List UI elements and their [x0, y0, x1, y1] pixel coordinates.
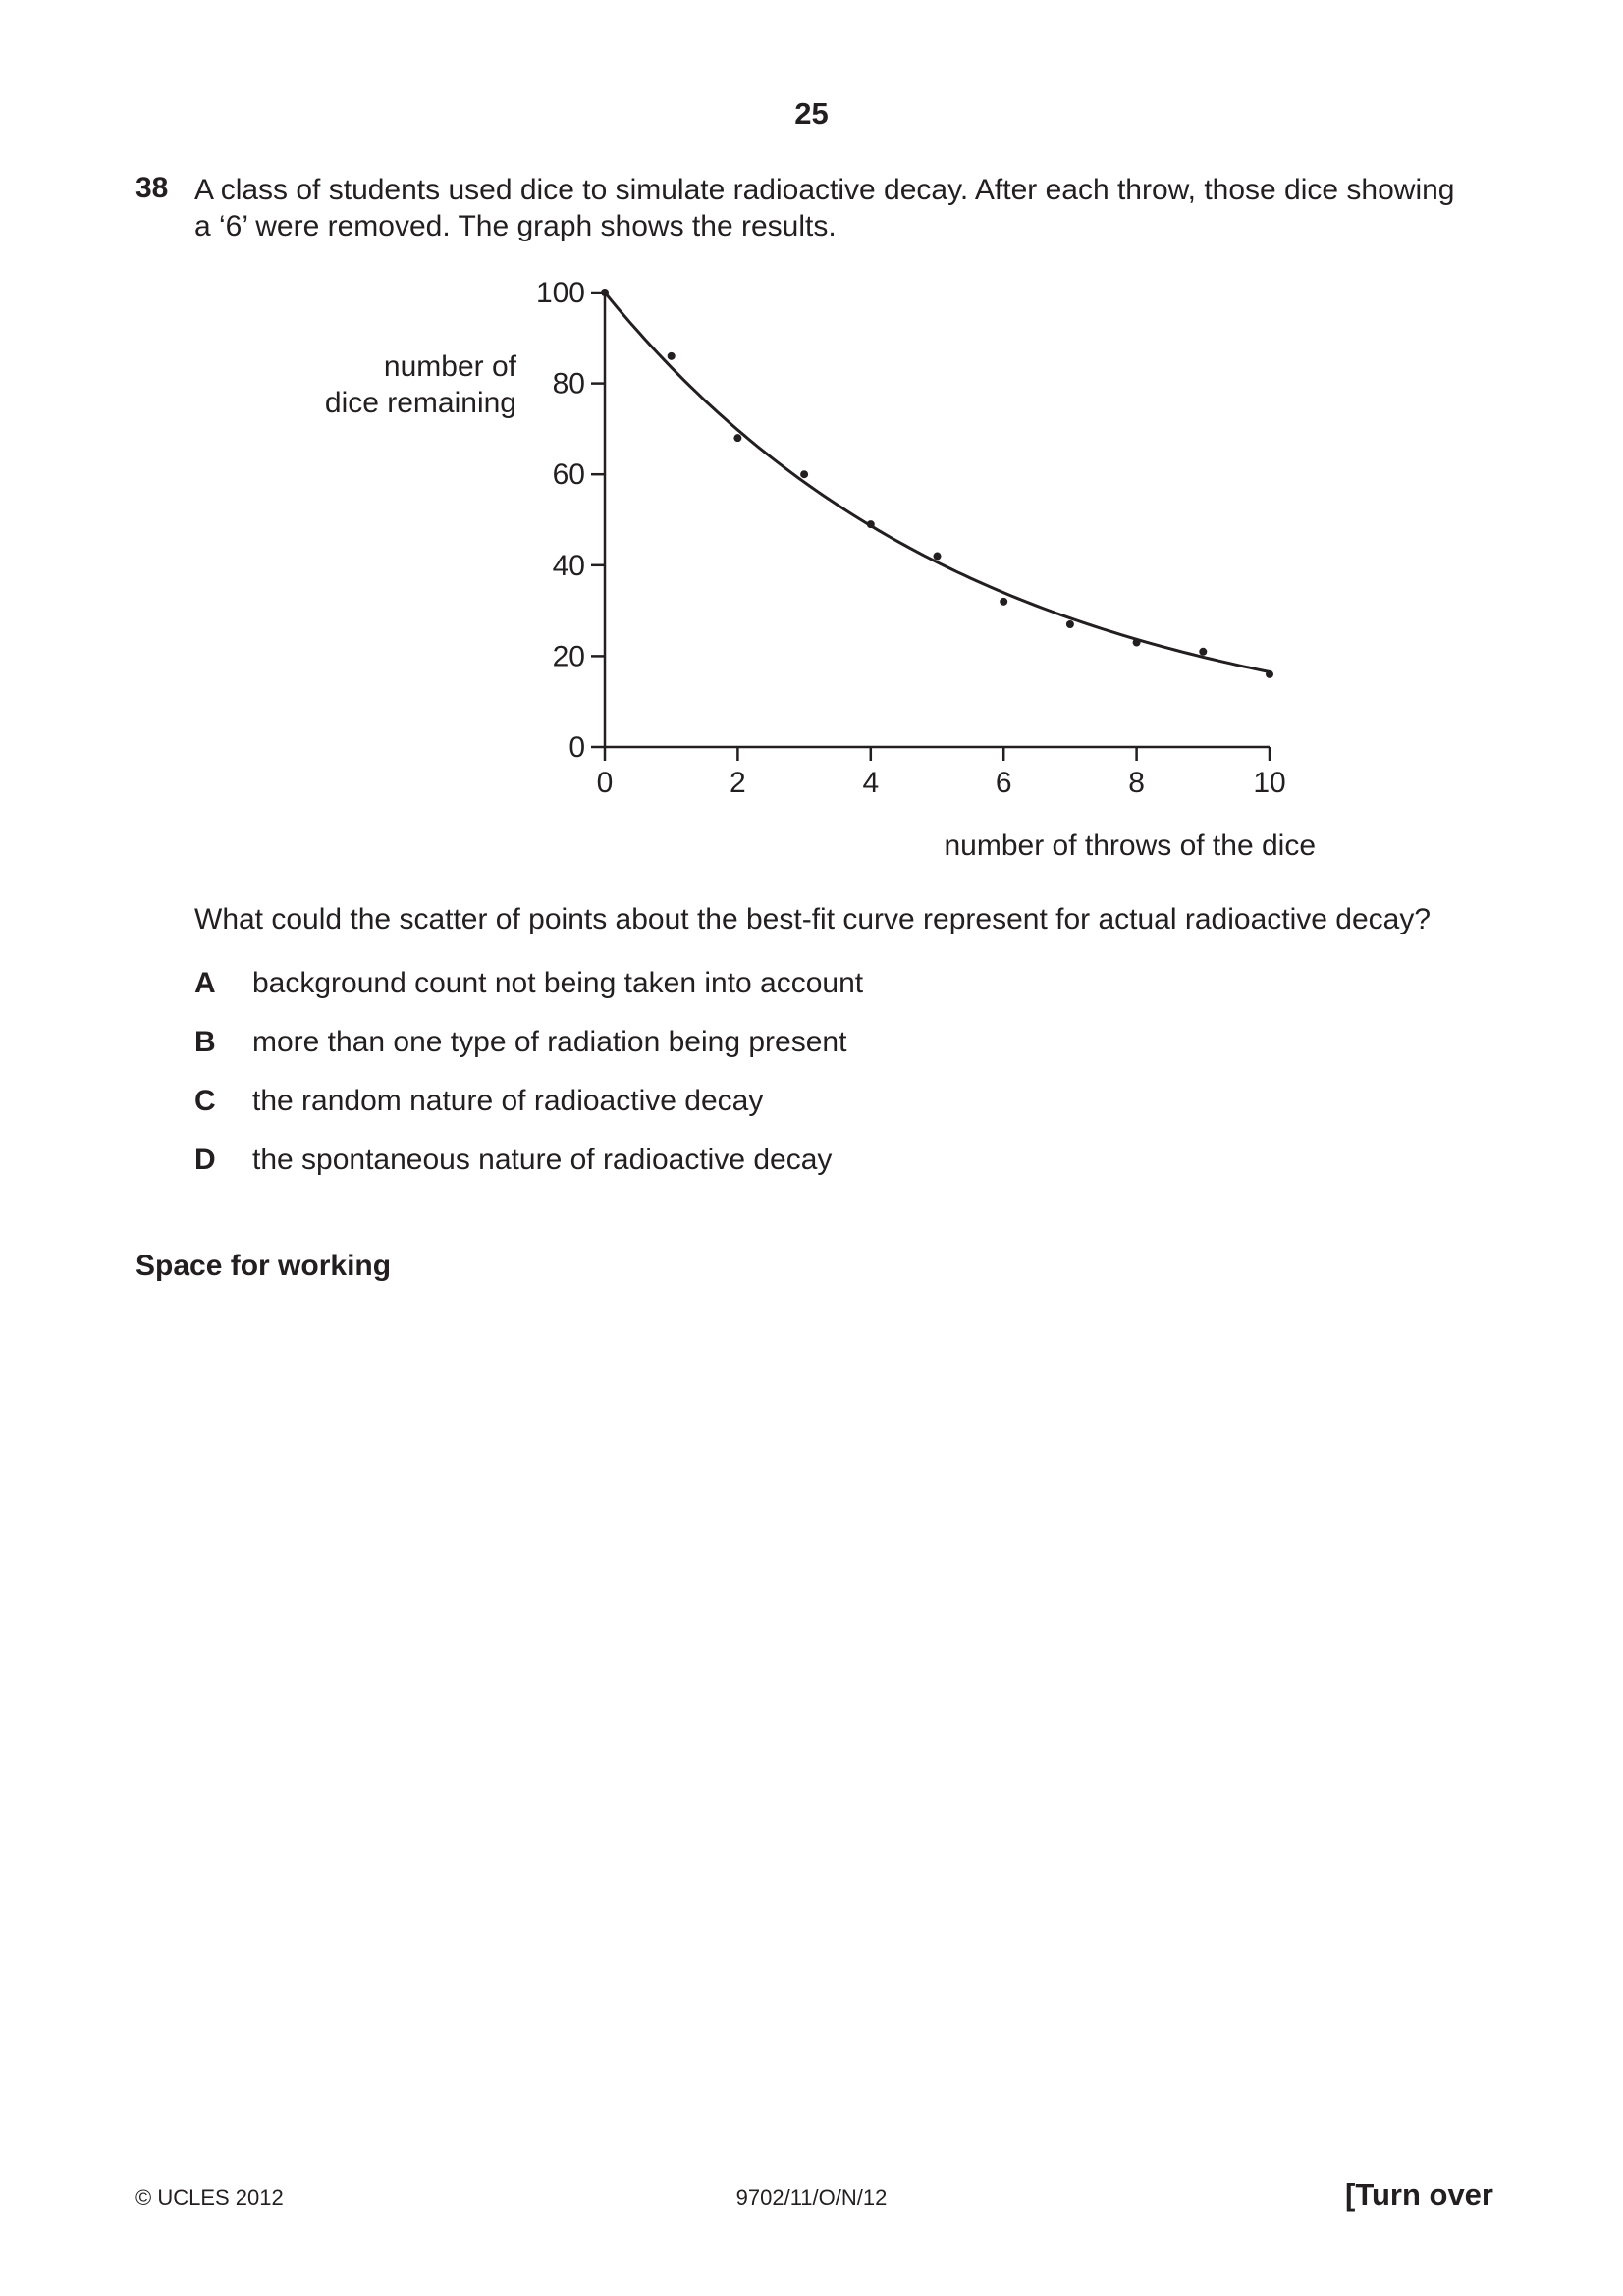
data-point — [1065, 619, 1074, 628]
x-tick-label: 10 — [1253, 767, 1285, 799]
x-tick-label: 2 — [730, 767, 746, 799]
chart-axes — [603, 293, 1270, 749]
x-axis-label: number of throws of the dice — [944, 829, 1316, 862]
footer-paper-code: 9702/11/O/N/12 — [735, 2185, 888, 2210]
question-stem-line-1: A class of students used dice to simulat… — [194, 174, 1455, 206]
option-b-text: more than one type of radiation being pr… — [252, 1026, 847, 1058]
page-number: 25 — [794, 96, 829, 131]
data-point — [667, 351, 676, 360]
y-tick-label: 40 — [553, 550, 585, 582]
data-point — [866, 520, 875, 529]
data-point — [1132, 638, 1141, 647]
data-point — [601, 289, 609, 296]
question-stem-line-2: a ‘6’ were removed. The graph shows the … — [194, 210, 837, 242]
y-axis-label-line-1: number of — [383, 350, 516, 383]
data-point — [733, 434, 742, 443]
footer-copyright: © UCLES 2012 — [135, 2185, 284, 2210]
best-fit-curve — [603, 292, 1271, 673]
option-a-letter: A — [194, 967, 216, 999]
data-point — [1266, 669, 1273, 678]
decay-chart: 0 20 40 60 80 100 0 2 4 6 8 10 — [536, 277, 1286, 799]
y-tick-label: 60 — [553, 458, 585, 491]
question-stem: A class of students used dice to simulat… — [194, 172, 1510, 244]
y-tick-label: 100 — [536, 277, 585, 309]
y-tick-label: 20 — [553, 640, 585, 672]
option-c-letter: C — [194, 1085, 216, 1117]
option-d-letter: D — [194, 1144, 216, 1176]
data-points — [601, 289, 1273, 678]
data-point — [1000, 597, 1008, 606]
y-tick-label: 80 — [553, 368, 585, 400]
x-tick-label: 6 — [996, 767, 1012, 799]
data-point — [933, 552, 942, 561]
option-c-text: the random nature of radioactive decay — [252, 1085, 764, 1117]
x-tick-label: 8 — [1128, 767, 1145, 799]
x-tick-label: 0 — [597, 767, 614, 799]
chart-ticks: 0 20 40 60 80 100 0 2 4 6 8 10 — [536, 277, 1286, 799]
data-point — [800, 470, 809, 479]
x-tick-label: 4 — [862, 767, 879, 799]
footer-turn-over: [Turn over — [1345, 2177, 1493, 2212]
y-axis-label-line-2: dice remaining — [324, 387, 516, 419]
data-point — [1199, 647, 1208, 656]
option-a-text: background count not being taken into ac… — [252, 967, 864, 999]
space-for-working-label: Space for working — [135, 1250, 392, 1282]
y-tick-label: 0 — [568, 731, 585, 764]
y-axis-label: number of dice remaining — [255, 348, 516, 421]
question-prompt: What could the scatter of points about t… — [194, 903, 1432, 935]
question-number: 38 — [135, 172, 169, 204]
option-b-letter: B — [194, 1026, 216, 1058]
best-fit-curve-group — [603, 292, 1271, 673]
option-d-text: the spontaneous nature of radioactive de… — [252, 1144, 833, 1176]
